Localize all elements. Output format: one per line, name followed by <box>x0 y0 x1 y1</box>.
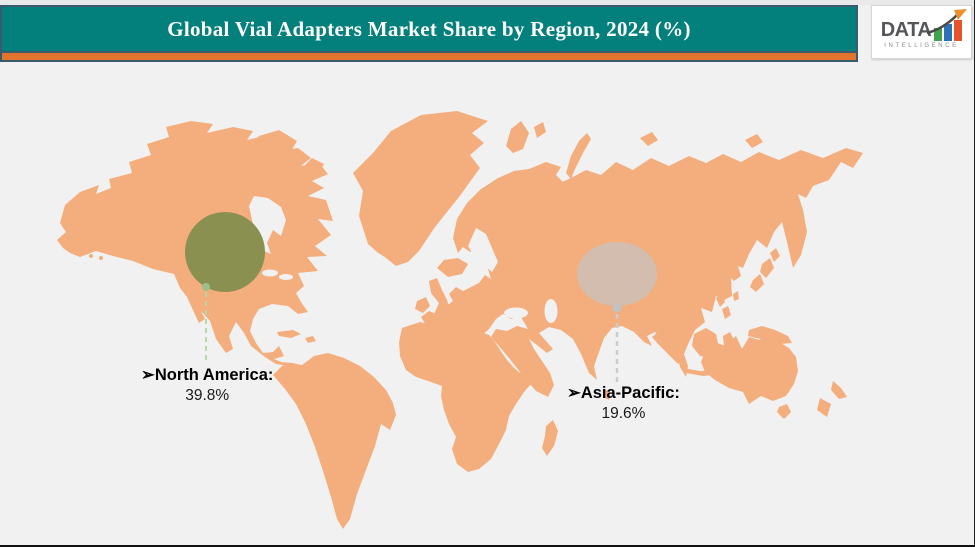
island-aleutian-1 <box>79 251 83 255</box>
water-black-sea <box>504 307 528 319</box>
label-north-america: ➢North America: 39.8% <box>141 365 273 405</box>
island-philippines-2 <box>722 306 731 319</box>
top-strip <box>0 0 974 5</box>
island-greenland <box>353 111 488 266</box>
label-asia-pacific: ➢Asia-Pacific: 19.6% <box>567 383 680 423</box>
brand-logo: DATA INTELLIGENCE <box>871 5 972 59</box>
logo-text: DATA <box>880 19 932 41</box>
island-svalbard-2 <box>534 122 546 138</box>
island-sumatra <box>652 333 683 364</box>
island-novaya-zemlya <box>566 133 591 179</box>
island-taiwan <box>733 291 739 301</box>
island-aleutian-3 <box>99 256 103 260</box>
continent-australia <box>701 334 798 404</box>
island-new-zealand-south <box>817 398 831 417</box>
water-hudson-bay <box>249 196 286 254</box>
island-arctic-6 <box>168 176 186 188</box>
marker-asia-pacific <box>577 242 657 306</box>
island-arctic-5 <box>228 172 248 186</box>
island-severnaya-zemlya <box>640 132 658 146</box>
island-cuba <box>277 330 301 338</box>
water-baltic-sea <box>468 228 498 272</box>
arrow-bullet-icon: ➢ <box>567 384 581 402</box>
island-hispaniola <box>305 336 316 343</box>
water-caspian-sea <box>544 299 558 323</box>
logo-bar-orange <box>954 20 963 41</box>
island-japan-1 <box>770 248 780 262</box>
label-asia-pacific-name: ➢Asia-Pacific: <box>567 384 680 402</box>
island-madagascar <box>542 420 558 456</box>
island-arctic-1 <box>148 152 183 172</box>
label-north-america-name: ➢North America: <box>141 366 274 384</box>
title-banner: Global Vial Adapters Market Share by Reg… <box>0 5 858 62</box>
label-asia-pacific-value: 19.6% <box>601 404 646 422</box>
island-japan-2 <box>760 258 774 278</box>
island-tasmania <box>777 404 791 419</box>
island-japan-3 <box>750 274 764 292</box>
water-great-lake-2 <box>279 274 293 280</box>
map-water-group <box>249 196 558 323</box>
map-land-group <box>57 111 863 529</box>
continent-south-america <box>273 353 396 529</box>
leader-dot-north-america <box>202 283 210 291</box>
island-arctic-2 <box>192 142 236 168</box>
water-great-lake-1 <box>262 269 278 277</box>
banner-accent-bar <box>2 51 856 60</box>
logo-bar-green <box>934 28 943 41</box>
island-sri-lanka <box>603 389 610 400</box>
marker-north-america <box>185 212 265 292</box>
island-new-siberian <box>745 134 763 148</box>
island-new-zealand-north <box>831 381 847 399</box>
leader-dot-asia-pacific <box>612 303 622 313</box>
island-arctic-3 <box>248 130 297 161</box>
island-aleutian-2 <box>89 254 93 258</box>
island-arctic-4 <box>302 158 324 178</box>
island-svalbard-1 <box>506 121 529 153</box>
island-philippines-1 <box>716 294 725 307</box>
continent-africa <box>399 322 549 472</box>
island-iceland <box>437 258 468 277</box>
label-north-america-value: 39.8% <box>185 386 230 404</box>
logo-subtext: INTELLIGENCE <box>884 43 959 49</box>
island-ireland <box>415 297 430 313</box>
page-title: Global Vial Adapters Market Share by Reg… <box>167 16 691 41</box>
arrow-bullet-icon: ➢ <box>141 366 155 384</box>
